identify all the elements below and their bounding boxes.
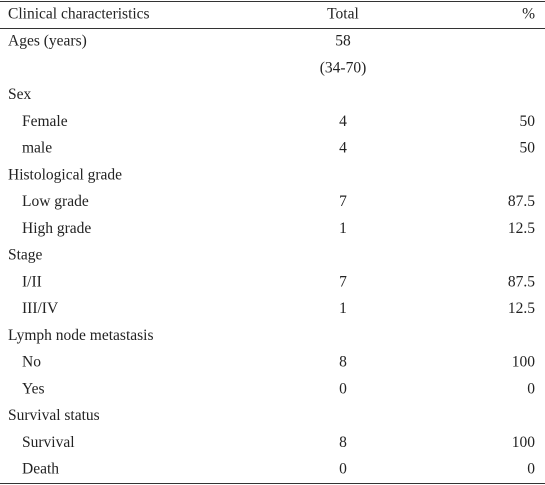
header-cell: % <box>522 6 535 23</box>
range-cell: (34-70) <box>320 59 367 76</box>
total-cell: 8 <box>339 434 347 451</box>
percent-cell: 50 <box>520 113 536 130</box>
row-label: Survival <box>22 434 75 451</box>
percent-cell: 87.5 <box>508 193 535 210</box>
percent-cell: 0 <box>527 380 535 397</box>
group-title: Histological grade <box>8 166 122 183</box>
total-cell: 1 <box>339 220 347 237</box>
percent-cell: 100 <box>512 354 536 371</box>
row-label: I/II <box>22 273 42 290</box>
total-cell: 7 <box>339 193 347 210</box>
group-title: Stage <box>8 247 43 264</box>
group-title: Sex <box>8 86 32 103</box>
group-title: Lymph node metastasis <box>8 327 154 344</box>
row-label: male <box>22 140 52 157</box>
row-label: III/IV <box>22 300 59 317</box>
row-label: Death <box>22 461 59 478</box>
header-cell: Clinical characteristics <box>8 6 150 23</box>
percent-cell: 100 <box>512 434 536 451</box>
percent-cell: 87.5 <box>508 273 535 290</box>
row-label: Ages (years) <box>8 33 87 50</box>
row-label: Yes <box>22 380 45 397</box>
header-cell: Total <box>327 6 359 23</box>
total-cell: 4 <box>339 140 347 157</box>
row-label: Low grade <box>22 193 89 210</box>
total-cell: 0 <box>339 461 347 478</box>
total-cell: 7 <box>339 273 347 290</box>
total-cell: 58 <box>335 33 351 50</box>
row-label: No <box>22 354 41 371</box>
row-label: Female <box>22 113 68 130</box>
total-cell: 4 <box>339 113 347 130</box>
total-cell: 1 <box>339 300 347 317</box>
group-title: Survival status <box>8 407 100 424</box>
percent-cell: 50 <box>520 140 536 157</box>
percent-cell: 0 <box>527 461 535 478</box>
percent-cell: 12.5 <box>508 220 535 237</box>
total-cell: 0 <box>339 380 347 397</box>
percent-cell: 12.5 <box>508 300 535 317</box>
total-cell: 8 <box>339 354 347 371</box>
row-label: High grade <box>22 220 91 237</box>
